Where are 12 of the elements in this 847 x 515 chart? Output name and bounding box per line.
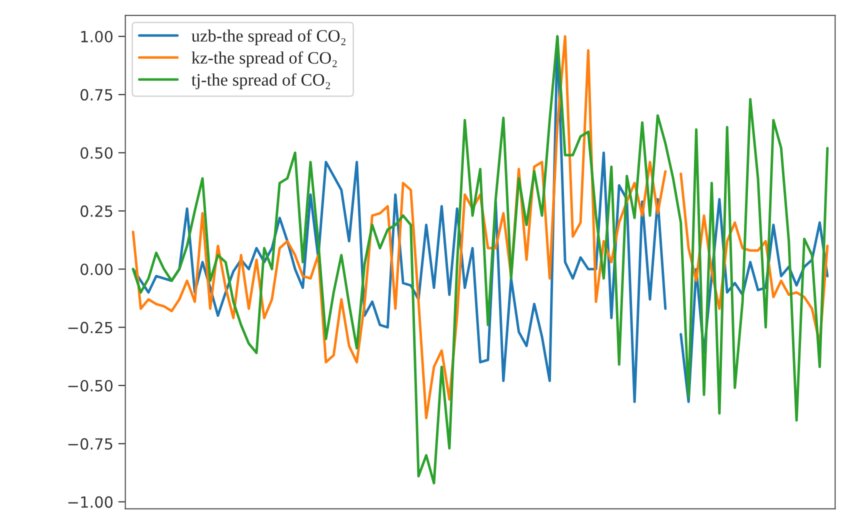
y-tick-label: 0.75 (80, 89, 112, 101)
legend-label: kz-the spread of CO₂ (192, 51, 337, 68)
y-tick-label: −0.25 (68, 322, 112, 334)
legend-label: uzb-the spread of CO₂ (192, 29, 346, 46)
y-tick-label: −0.50 (68, 380, 113, 392)
y-tick-label: 0.25 (80, 205, 112, 217)
y-tick-label: 0.00 (80, 264, 113, 276)
y-tick-label: −1.00 (68, 496, 113, 508)
y-tick-label: −0.75 (68, 438, 112, 450)
y-tick-label: 1.00 (81, 30, 113, 42)
y-tick-label: 0.50 (80, 147, 113, 159)
legend-label: tj-the spread of CO₂ (192, 73, 330, 90)
